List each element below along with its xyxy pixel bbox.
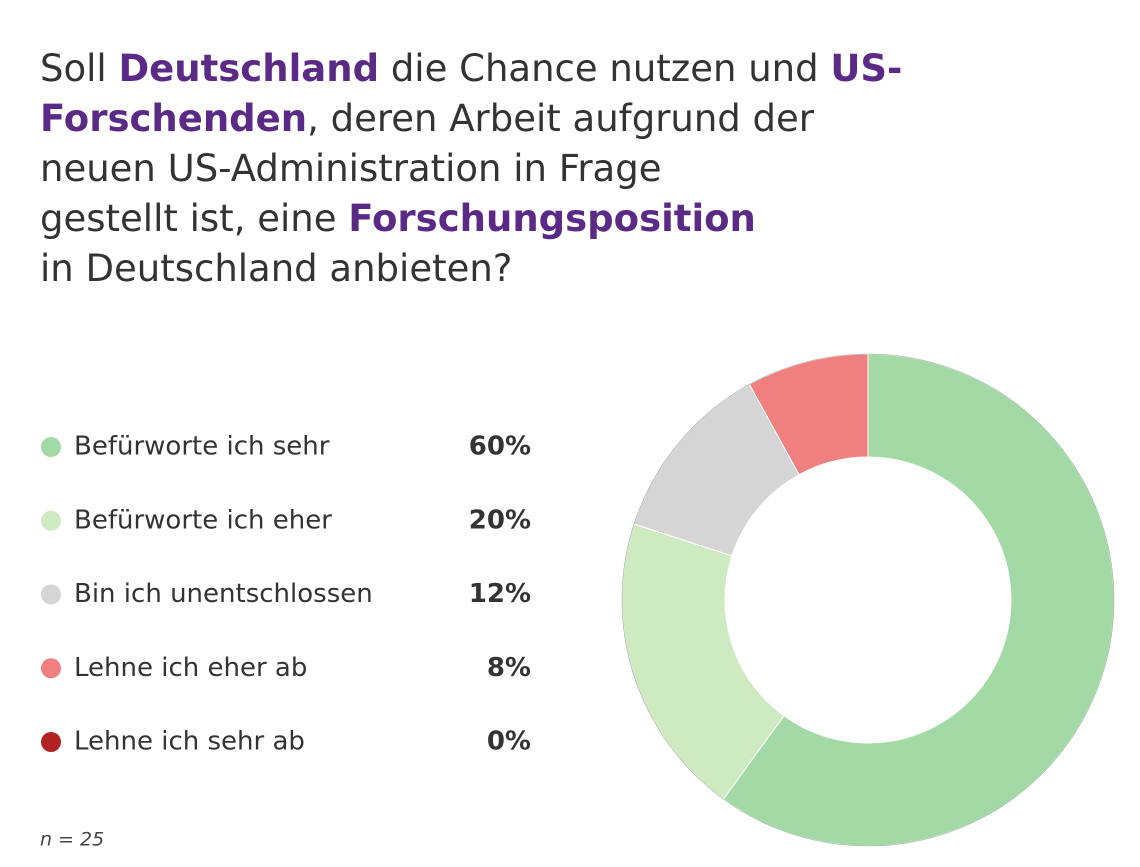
title-emphasis: US- bbox=[830, 47, 903, 90]
legend-marker bbox=[41, 732, 61, 752]
value-label: 0% bbox=[487, 727, 531, 757]
legend-marker bbox=[41, 584, 61, 605]
title-text: neuen US-Administration in Frage bbox=[40, 147, 662, 190]
legend-label: Bin ich unentschlossen bbox=[74, 579, 373, 609]
title-text: Soll bbox=[40, 47, 119, 90]
legend-label: Befürworte ich sehr bbox=[74, 432, 330, 462]
title-text: in Deutschland anbieten? bbox=[40, 247, 513, 290]
note: n = 25 bbox=[40, 829, 104, 851]
title-text: die Chance nutzen und bbox=[379, 47, 831, 90]
title-line: gestellt ist, eine Forschungsposition bbox=[40, 194, 902, 244]
legend-label: Lehne ich eher ab bbox=[74, 653, 307, 683]
legend-label: Lehne ich sehr ab bbox=[74, 727, 305, 757]
title-line: Forschenden, deren Arbeit aufgrund der bbox=[40, 94, 902, 144]
chart-title: Soll Deutschland die Chance nutzen und U… bbox=[40, 44, 902, 294]
legend-label: Befürworte ich eher bbox=[74, 505, 332, 535]
title-line: in Deutschland anbieten? bbox=[40, 244, 902, 294]
value-label: 12% bbox=[469, 579, 531, 609]
title-line: neuen US-Administration in Frage bbox=[40, 144, 902, 194]
title-emphasis: Forschungsposition bbox=[348, 197, 756, 240]
value-label: 20% bbox=[469, 505, 531, 535]
title-line: Soll Deutschland die Chance nutzen und U… bbox=[40, 44, 902, 94]
legend-marker bbox=[41, 437, 61, 457]
title-text: , deren Arbeit aufgrund der bbox=[307, 97, 815, 140]
legend-marker bbox=[41, 658, 61, 679]
title-emphasis: Forschenden bbox=[40, 97, 308, 140]
legend-marker bbox=[41, 510, 61, 531]
title-text: gestellt ist, eine bbox=[40, 197, 349, 240]
value-label: 60% bbox=[469, 432, 531, 462]
title-emphasis: Deutschland bbox=[118, 47, 380, 90]
value-label: 8% bbox=[487, 653, 531, 683]
donut-outline bbox=[621, 353, 1115, 847]
